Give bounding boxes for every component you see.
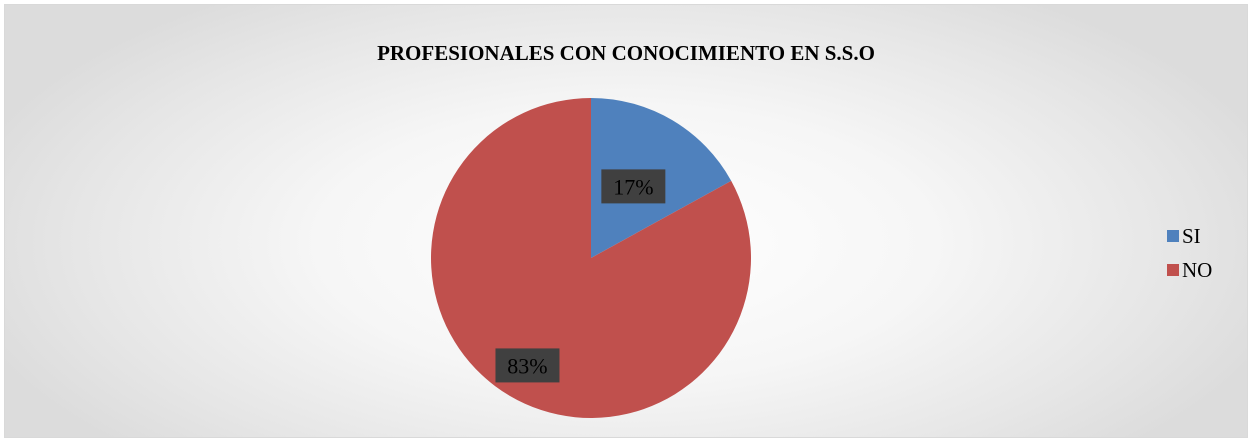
pie-chart: 17% 83% <box>430 98 751 419</box>
legend-swatch-no <box>1167 264 1179 276</box>
data-label-text: 83% <box>507 353 547 378</box>
data-label-box <box>601 169 666 204</box>
data-label-box <box>495 348 560 383</box>
data-label-si: 17% <box>601 169 666 204</box>
legend-label-si: SI <box>1182 223 1201 248</box>
data-label-text: 17% <box>613 174 653 199</box>
legend-item-no: NO <box>1167 253 1247 287</box>
chart-title: PROFESIONALES CON CONOCIMIENTO EN S.S.O <box>377 41 875 65</box>
chart-area: PROFESIONALES CON CONOCIMIENTO EN S.S.O … <box>4 4 1248 438</box>
pie-slices <box>430 98 751 419</box>
pie-data-labels: 17% 83% <box>495 169 666 383</box>
pie-slice-no <box>430 98 751 419</box>
data-label-no: 83% <box>495 348 560 383</box>
legend-item-si: SI <box>1167 219 1247 253</box>
legend: SI NO <box>1167 219 1247 287</box>
legend-label-no: NO <box>1182 257 1213 282</box>
legend-swatch-si <box>1167 230 1179 242</box>
